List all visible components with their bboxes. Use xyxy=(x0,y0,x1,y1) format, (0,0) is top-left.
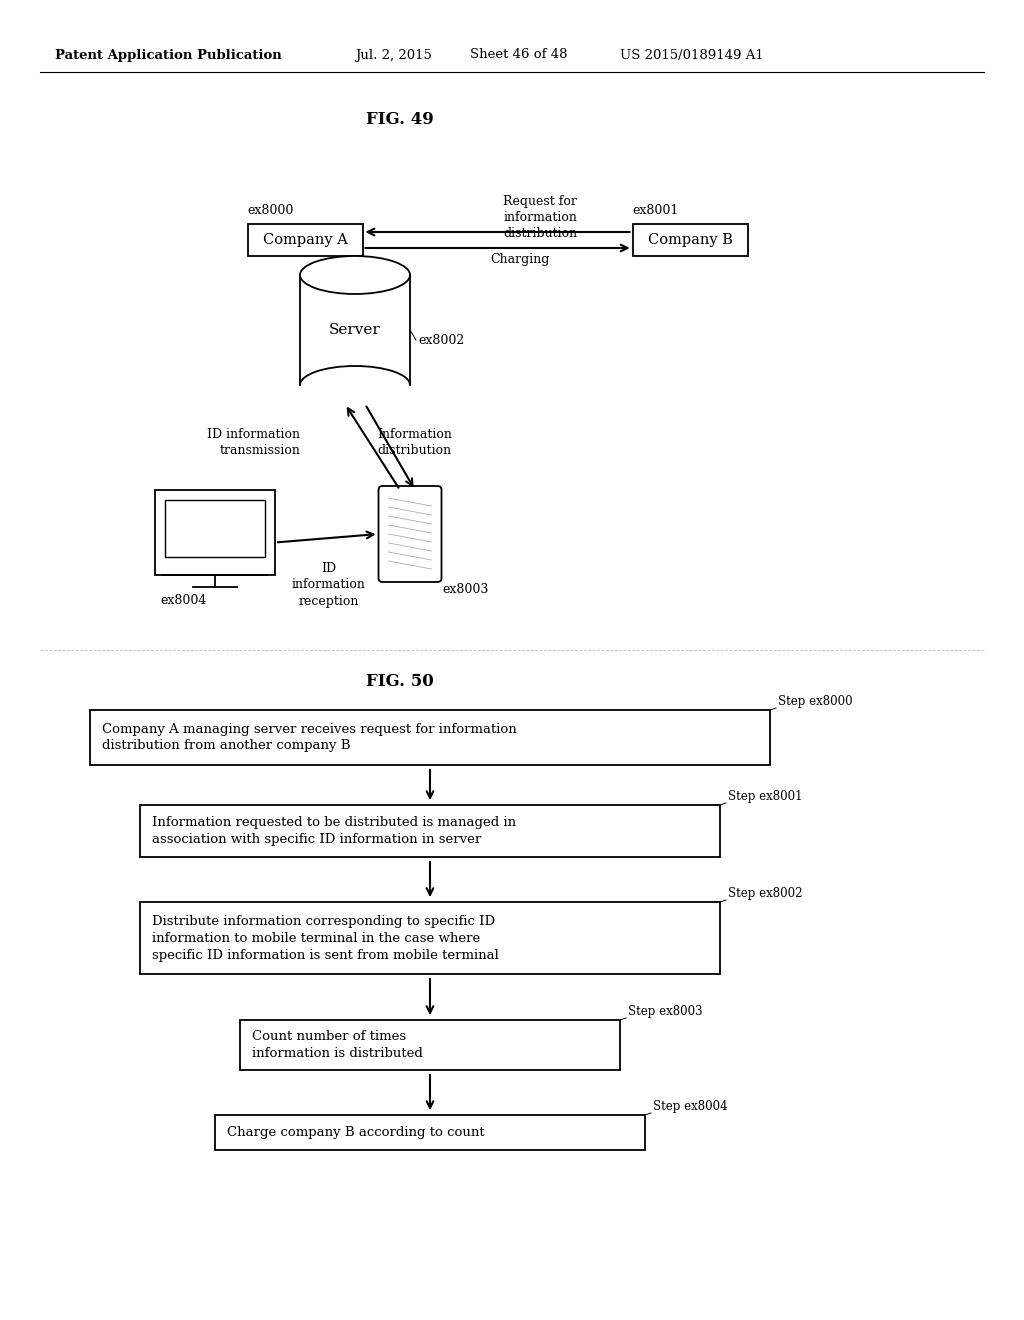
Text: FIG. 50: FIG. 50 xyxy=(367,673,434,690)
Text: Company A: Company A xyxy=(262,234,347,247)
Bar xyxy=(240,1020,620,1071)
Text: Charge company B according to count: Charge company B according to count xyxy=(227,1126,484,1139)
Text: Distribute information corresponding to specific ID
information to mobile termin: Distribute information corresponding to … xyxy=(152,915,499,961)
Bar xyxy=(300,275,410,385)
Text: Server: Server xyxy=(329,323,381,337)
Bar xyxy=(248,224,362,256)
Text: Charging: Charging xyxy=(490,253,549,267)
Text: Request for
information
distribution: Request for information distribution xyxy=(503,195,578,240)
Ellipse shape xyxy=(300,256,410,294)
FancyBboxPatch shape xyxy=(379,486,441,582)
Text: Step ex8000: Step ex8000 xyxy=(778,696,853,708)
Text: ex8004: ex8004 xyxy=(160,594,207,606)
Text: US 2015/0189149 A1: US 2015/0189149 A1 xyxy=(620,49,764,62)
Bar xyxy=(165,500,265,557)
Text: ID information
transmission: ID information transmission xyxy=(207,428,300,457)
Text: Step ex8002: Step ex8002 xyxy=(728,887,803,900)
Bar xyxy=(633,224,748,256)
Text: ID
information
reception: ID information reception xyxy=(292,562,366,607)
Text: Information requested to be distributed is managed in
association with specific : Information requested to be distributed … xyxy=(152,816,516,846)
Bar xyxy=(90,710,770,766)
Bar xyxy=(155,490,275,576)
Text: Jul. 2, 2015: Jul. 2, 2015 xyxy=(355,49,432,62)
Text: Company A managing server receives request for information
distribution from ano: Company A managing server receives reque… xyxy=(102,722,517,752)
Text: Step ex8003: Step ex8003 xyxy=(628,1005,702,1018)
Text: Step ex8004: Step ex8004 xyxy=(653,1100,728,1113)
Text: Information
distribution: Information distribution xyxy=(377,428,452,457)
Text: ex8002: ex8002 xyxy=(418,334,464,346)
Text: Sheet 46 of 48: Sheet 46 of 48 xyxy=(470,49,567,62)
Text: ex8003: ex8003 xyxy=(442,583,488,597)
Text: Count number of times
information is distributed: Count number of times information is dis… xyxy=(252,1030,423,1060)
Text: ex8001: ex8001 xyxy=(633,203,679,216)
Text: Company B: Company B xyxy=(647,234,732,247)
Text: Patent Application Publication: Patent Application Publication xyxy=(55,49,282,62)
Bar xyxy=(215,1115,645,1150)
Bar xyxy=(140,902,720,974)
Bar xyxy=(140,805,720,857)
Text: Step ex8001: Step ex8001 xyxy=(728,789,803,803)
Text: FIG. 49: FIG. 49 xyxy=(367,111,434,128)
Text: ex8000: ex8000 xyxy=(248,203,294,216)
